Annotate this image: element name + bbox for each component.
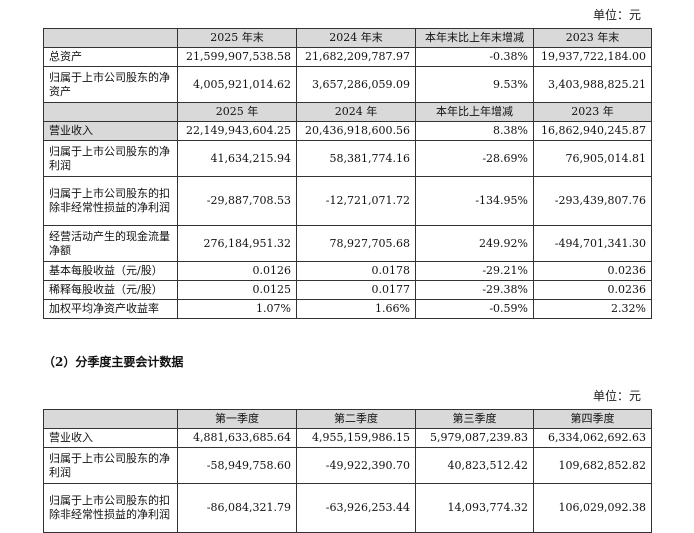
header-cell: 本年末比上年末增减: [415, 28, 534, 48]
value-cell: 76,905,014.81: [533, 140, 652, 177]
value-cell: 21,682,209,787.97: [296, 47, 416, 67]
table-row: 归属于上市公司股东的扣除非经常性损益的净利润 -29,887,708.53 -1…: [43, 176, 652, 226]
value-cell: -49,922,390.70: [296, 447, 416, 484]
value-cell: -29.21%: [415, 261, 534, 281]
value-cell: 1.07%: [177, 299, 297, 319]
row-label: 归属于上市公司股东的净利润: [43, 140, 178, 177]
value-cell: 106,029,092.38: [533, 483, 652, 533]
row-label: 总资产: [43, 47, 178, 67]
table-header-row: 2025 年末 2024 年末 本年末比上年末增减 2023 年末: [43, 28, 652, 48]
header-cell: [43, 28, 178, 48]
table-row: 总资产 21,599,907,538.58 21,682,209,787.97 …: [43, 47, 652, 67]
value-cell: 1.66%: [296, 299, 416, 319]
value-cell: 20,436,918,600.56: [296, 121, 416, 141]
value-cell: -0.59%: [415, 299, 534, 319]
table-subheader-row: 2025 年 2024 年 本年比上年增减 2023 年: [43, 102, 652, 122]
value-cell: 21,599,907,538.58: [177, 47, 297, 67]
row-label: 归属于上市公司股东的净资产: [43, 66, 178, 103]
value-cell: -29.38%: [415, 280, 534, 300]
table-row: 营业收入 22,149,943,604.25 20,436,918,600.56…: [43, 121, 652, 141]
table-row: 归属于上市公司股东的扣除非经常性损益的净利润 -86,084,321.79 -6…: [43, 483, 652, 533]
value-cell: 0.0236: [533, 280, 652, 300]
unit-label-top: 单位：元: [592, 8, 641, 22]
value-cell: 0.0126: [177, 261, 297, 281]
value-cell: 5,979,087,239.83: [415, 428, 534, 448]
value-cell: 276,184,951.32: [177, 225, 297, 262]
value-cell: 249.92%: [415, 225, 534, 262]
value-cell: 4,955,159,986.15: [296, 428, 416, 448]
value-cell: 58,381,774.16: [296, 140, 416, 177]
row-label: 稀释每股收益（元/股）: [43, 280, 178, 300]
header-cell: 2023 年末: [533, 28, 652, 48]
table-row: 归属于上市公司股东的净资产 4,005,921,014.62 3,657,286…: [43, 66, 652, 103]
row-label: 归属于上市公司股东的扣除非经常性损益的净利润: [43, 483, 178, 533]
row-label: 归属于上市公司股东的扣除非经常性损益的净利润: [43, 176, 178, 226]
row-label: 基本每股收益（元/股）: [43, 261, 178, 281]
value-cell: 4,005,921,014.62: [177, 66, 297, 103]
header-cell: 2023 年: [533, 102, 652, 122]
row-label: 归属于上市公司股东的净利润: [43, 447, 178, 484]
header-cell: 第四季度: [533, 409, 652, 429]
value-cell: 0.0177: [296, 280, 416, 300]
header-cell: 第二季度: [296, 409, 416, 429]
value-cell: 78,927,705.68: [296, 225, 416, 262]
header-cell: 第三季度: [415, 409, 534, 429]
value-cell: 109,682,852.82: [533, 447, 652, 484]
value-cell: -293,439,807.76: [533, 176, 652, 226]
value-cell: 9.53%: [415, 66, 534, 103]
header-cell: 2024 年末: [296, 28, 416, 48]
table-row: 加权平均净资产收益率 1.07% 1.66% -0.59% 2.32%: [43, 299, 652, 319]
value-cell: 6,334,062,692.63: [533, 428, 652, 448]
value-cell: 3,403,988,825.21: [533, 66, 652, 103]
value-cell: 14,093,774.32: [415, 483, 534, 533]
section-title-quarterly: （2）分季度主要会计数据: [43, 355, 184, 369]
value-cell: 4,881,633,685.64: [177, 428, 297, 448]
value-cell: 0.0236: [533, 261, 652, 281]
value-cell: 0.0125: [177, 280, 297, 300]
value-cell: -28.69%: [415, 140, 534, 177]
value-cell: 3,657,286,059.09: [296, 66, 416, 103]
value-cell: -86,084,321.79: [177, 483, 297, 533]
quarterly-data-table: 第一季度 第二季度 第三季度 第四季度 营业收入 4,881,633,685.6…: [43, 409, 652, 533]
value-cell: -63,926,253.44: [296, 483, 416, 533]
header-cell: 2025 年: [177, 102, 297, 122]
value-cell: 0.0178: [296, 261, 416, 281]
header-cell: 第一季度: [177, 409, 297, 429]
table-header-row: 第一季度 第二季度 第三季度 第四季度: [43, 409, 652, 429]
table-row: 营业收入 4,881,633,685.64 4,955,159,986.15 5…: [43, 428, 652, 448]
value-cell: -134.95%: [415, 176, 534, 226]
unit-label-quarterly: 单位：元: [592, 389, 641, 403]
value-cell: 40,823,512.42: [415, 447, 534, 484]
row-label: 营业收入: [43, 428, 178, 448]
row-label: 加权平均净资产收益率: [43, 299, 178, 319]
value-cell: 2.32%: [533, 299, 652, 319]
header-cell: 2025 年末: [177, 28, 297, 48]
annual-data-table: 2025 年末 2024 年末 本年末比上年末增减 2023 年末 总资产 21…: [43, 28, 652, 319]
value-cell: 16,862,940,245.87: [533, 121, 652, 141]
value-cell: 19,937,722,184.00: [533, 47, 652, 67]
table-row: 归属于上市公司股东的净利润 -58,949,758.60 -49,922,390…: [43, 447, 652, 484]
value-cell: -58,949,758.60: [177, 447, 297, 484]
header-cell: 本年比上年增减: [415, 102, 534, 122]
value-cell: 22,149,943,604.25: [177, 121, 297, 141]
value-cell: 8.38%: [415, 121, 534, 141]
row-label: 经营活动产生的现金流量净额: [43, 225, 178, 262]
table-row: 经营活动产生的现金流量净额 276,184,951.32 78,927,705.…: [43, 225, 652, 262]
row-label: 营业收入: [43, 121, 178, 141]
header-cell: 2024 年: [296, 102, 416, 122]
header-cell: [43, 102, 178, 122]
value-cell: -494,701,341.30: [533, 225, 652, 262]
value-cell: -12,721,071.72: [296, 176, 416, 226]
header-cell: [43, 409, 178, 429]
table-row: 基本每股收益（元/股） 0.0126 0.0178 -29.21% 0.0236: [43, 261, 652, 281]
table-row: 稀释每股收益（元/股） 0.0125 0.0177 -29.38% 0.0236: [43, 280, 652, 300]
value-cell: 41,634,215.94: [177, 140, 297, 177]
value-cell: -0.38%: [415, 47, 534, 67]
value-cell: -29,887,708.53: [177, 176, 297, 226]
table-row: 归属于上市公司股东的净利润 41,634,215.94 58,381,774.1…: [43, 140, 652, 177]
